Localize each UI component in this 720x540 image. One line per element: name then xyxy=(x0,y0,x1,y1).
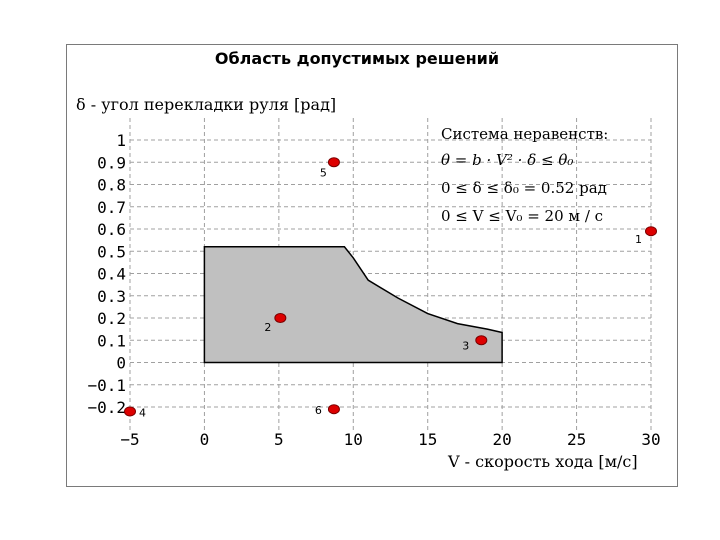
point-6 xyxy=(327,404,340,415)
x-axis-label: V - скорость хода [м/с] xyxy=(447,452,638,471)
x-tick-label: 0 xyxy=(200,430,210,449)
point-label-6: 6 xyxy=(315,404,322,417)
y-tick-label: 0.5 xyxy=(97,242,126,261)
y-axis-label: δ - угол перекладки руля [рад] xyxy=(76,95,336,114)
y-tick-label: 0.4 xyxy=(97,265,126,284)
y-tick-label: 0.9 xyxy=(97,153,126,172)
point-5 xyxy=(327,157,340,168)
point-label-3: 3 xyxy=(462,339,469,352)
points: 1 2 3 4 5 6 xyxy=(124,157,657,419)
point-3 xyxy=(475,335,488,346)
y-tick-label: 0.7 xyxy=(97,198,126,217)
axis-ticks: 1 0.9 0.8 0.7 0.6 0.5 0.4 0.3 0.2 0.1 0 −0.1 −0.2 −5 0… xyxy=(87,131,660,449)
point-2 xyxy=(274,313,287,323)
y-tick-label: −0.2 xyxy=(87,398,126,417)
chart-frame xyxy=(66,44,678,487)
point-label-5: 5 xyxy=(320,166,327,179)
feasible-region xyxy=(203,246,503,364)
x-tick-label: −5 xyxy=(120,430,139,449)
y-tick-label: 0.2 xyxy=(97,309,126,328)
x-tick-label: 20 xyxy=(493,430,512,449)
y-tick-label: 1 xyxy=(116,131,126,150)
x-tick-label: 30 xyxy=(641,430,660,449)
inequality-line-3: 0 ≤ V ≤ V₀ = 20 м / с xyxy=(441,207,603,225)
point-1 xyxy=(645,226,657,237)
point-label-1: 1 xyxy=(635,233,642,246)
y-tick-label: 0.1 xyxy=(97,331,126,350)
x-tick-label: 15 xyxy=(418,430,437,449)
chart-title: Область допустимых решений xyxy=(215,49,499,68)
point-label-2: 2 xyxy=(264,321,271,334)
y-tick-label: −0.1 xyxy=(87,376,126,395)
inequality-heading: Система неравенств: xyxy=(441,125,608,143)
x-tick-label: 5 xyxy=(274,430,284,449)
y-tick-label: 0.3 xyxy=(97,287,126,306)
x-tick-label: 25 xyxy=(567,430,586,449)
inequality-line-2: 0 ≤ δ ≤ δ₀ = 0.52 рад xyxy=(441,179,607,197)
y-tick-label: 0.8 xyxy=(97,176,126,195)
y-tick-label: 0 xyxy=(116,354,126,373)
y-tick-label: 0.6 xyxy=(97,220,126,239)
point-label-4: 4 xyxy=(139,406,146,419)
point-4 xyxy=(124,406,136,417)
x-tick-label: 10 xyxy=(344,430,363,449)
inequality-box: Система неравенств: θ = b · V² · δ ≤ θ₀ … xyxy=(441,125,608,225)
inequality-line-1: θ = b · V² · δ ≤ θ₀ xyxy=(441,151,573,169)
